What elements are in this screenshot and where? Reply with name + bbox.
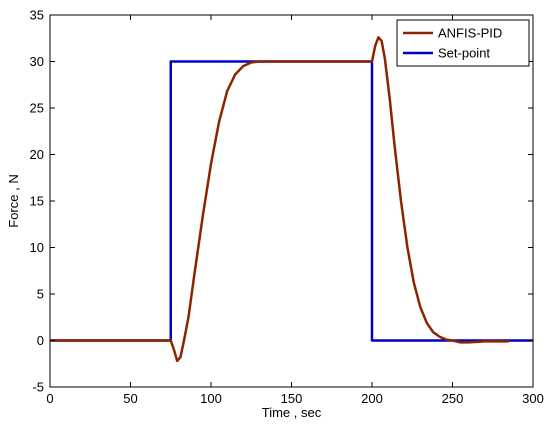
x-tick-label: 200 (361, 391, 383, 406)
y-tick-label: 15 (30, 194, 44, 209)
y-tick-label: -5 (32, 380, 44, 395)
x-axis-label: Time , sec (262, 405, 322, 420)
y-tick-label: 20 (30, 147, 44, 162)
series-layer (50, 36, 533, 363)
y-tick-label: 10 (30, 240, 44, 255)
y-tick-label: 30 (30, 54, 44, 69)
legend-label-set-point: Set-point (438, 46, 490, 61)
x-tick-label: 150 (281, 391, 303, 406)
legend: ANFIS-PID Set-point (396, 19, 530, 67)
y-tick-label: 0 (37, 333, 44, 348)
y-axis-label: Force , N (6, 174, 21, 227)
x-tick-label: 50 (123, 391, 137, 406)
x-tick-label: 100 (200, 391, 222, 406)
series-line-anfis-pid (50, 36, 509, 363)
x-tick-label: 300 (522, 391, 544, 406)
x-tick-label: 0 (46, 391, 53, 406)
y-tick-label: 5 (37, 287, 44, 302)
legend-label-anfis-pid: ANFIS-PID (438, 26, 502, 41)
y-tick-label: 25 (30, 101, 44, 116)
legend-box (396, 19, 530, 67)
x-tick-label: 250 (442, 391, 464, 406)
y-tick-label: 35 (30, 8, 44, 23)
plot-frame (49, 14, 534, 388)
